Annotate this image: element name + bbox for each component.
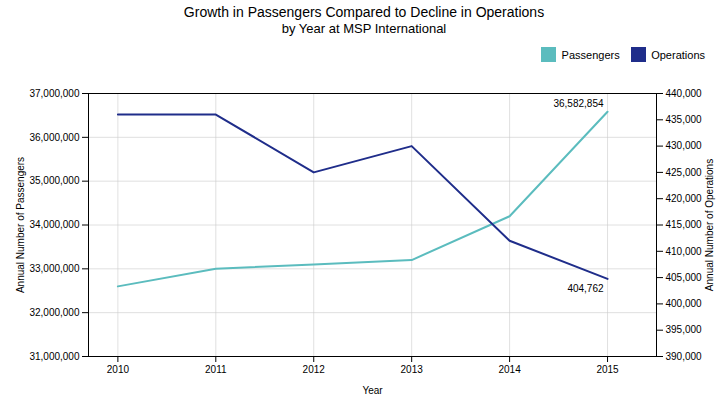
html-text:Passengers: Passengers <box>561 48 620 61</box>
svg-text:37,000,000: 37,000,000 <box>29 87 79 98</box>
svg-text:415,000: 415,000 <box>666 219 703 230</box>
svg-text:35,000,000: 35,000,000 <box>29 175 79 186</box>
html-text:Operations: Operations <box>651 48 705 61</box>
svg-text:2012: 2012 <box>303 363 326 374</box>
svg-text:2014: 2014 <box>498 363 521 374</box>
svg-text:34,000,000: 34,000,000 <box>29 219 79 230</box>
svg-text:36,000,000: 36,000,000 <box>29 131 79 142</box>
svg-text:36,582,854: 36,582,854 <box>553 97 603 108</box>
svg-text:33,000,000: 33,000,000 <box>29 263 79 274</box>
svg-text:2010: 2010 <box>107 363 130 374</box>
svg-text:31,000,000: 31,000,000 <box>29 350 79 361</box>
svg-text:Year: Year <box>362 384 383 395</box>
svg-text:430,000: 430,000 <box>666 140 703 151</box>
svg-text:405,000: 405,000 <box>666 271 703 282</box>
svg-text:410,000: 410,000 <box>666 245 703 256</box>
svg-text:395,000: 395,000 <box>666 324 703 335</box>
svg-text:390,000: 390,000 <box>666 350 703 361</box>
svg-text:32,000,000: 32,000,000 <box>29 306 79 317</box>
svg-text:420,000: 420,000 <box>666 192 703 203</box>
html-text:Growth in Passengers Compared: Growth in Passengers Compared to Decline… <box>183 4 545 20</box>
svg-text:Annual Number of Passengers: Annual Number of Passengers <box>15 156 26 292</box>
svg-text:2011: 2011 <box>205 363 227 374</box>
svg-text:Annual Number of Operations: Annual Number of Operations <box>704 158 715 290</box>
svg-text:2013: 2013 <box>401 363 424 374</box>
svg-text:404,762: 404,762 <box>567 283 604 294</box>
svg-text:435,000: 435,000 <box>666 114 703 125</box>
svg-text:440,000: 440,000 <box>666 87 703 98</box>
svg-text:2015: 2015 <box>596 363 619 374</box>
svg-text:400,000: 400,000 <box>666 298 703 309</box>
svg-text:425,000: 425,000 <box>666 166 703 177</box>
html-text:by Year at MSP International: by Year at MSP International <box>281 21 447 36</box>
